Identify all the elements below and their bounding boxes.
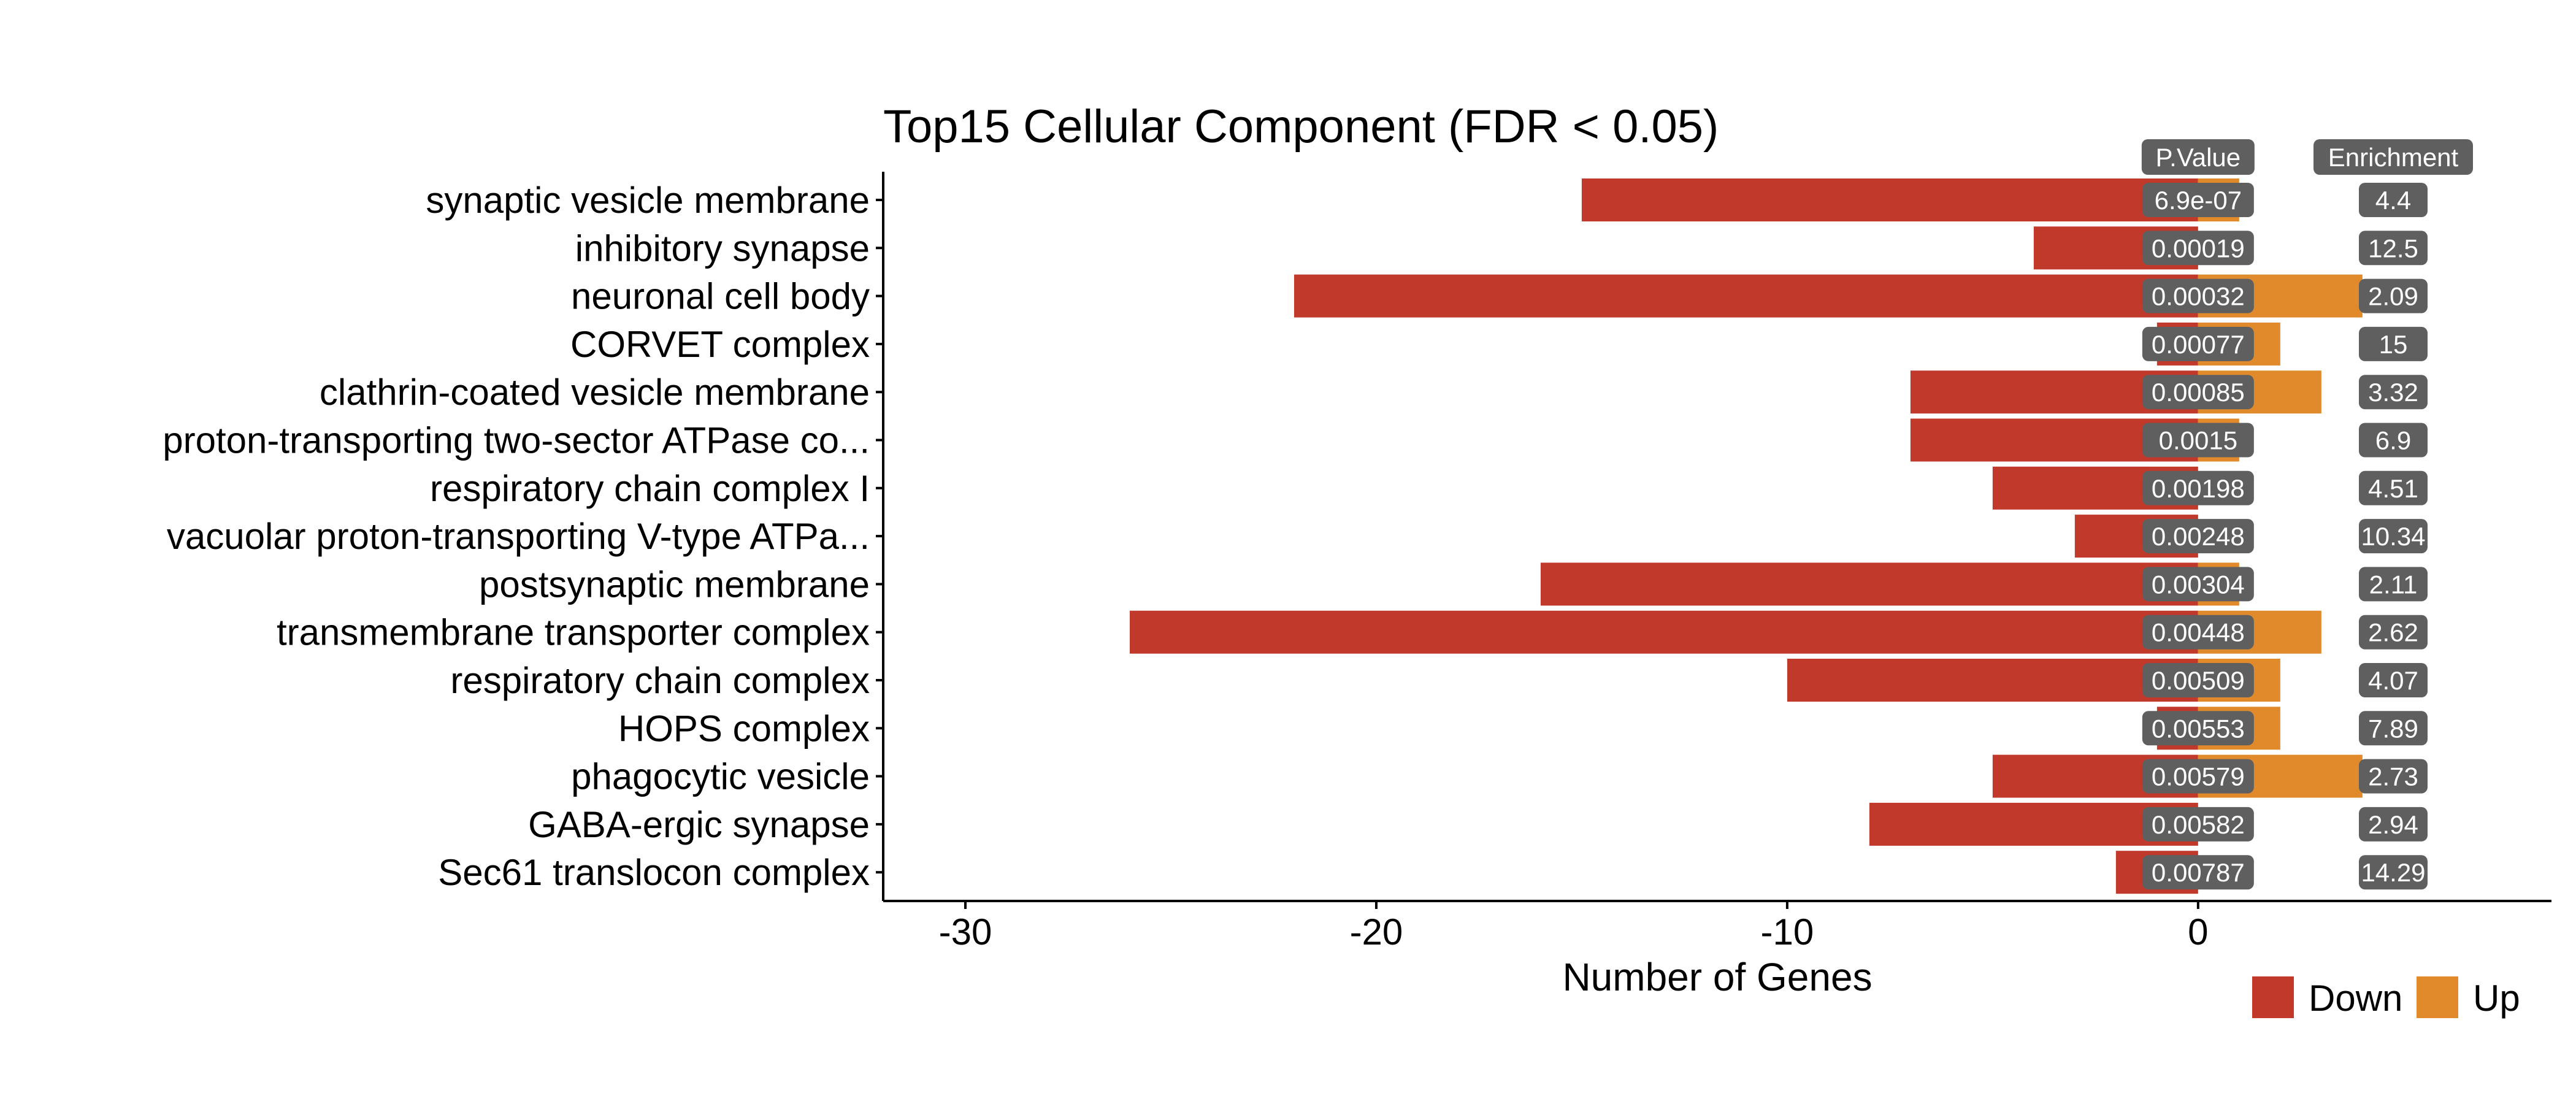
x-axis-ticks: -30 -20 -10 0: [939, 901, 2209, 953]
enrichment-box: [2359, 183, 2428, 217]
enrichment-label: 3.32: [2368, 378, 2418, 407]
pvalue-box: [2142, 470, 2254, 505]
enrichment-header-box: [2313, 139, 2473, 175]
y-tick-label: postsynaptic membrane: [479, 564, 870, 605]
enrichment-label: 2.94: [2368, 810, 2418, 839]
pvalue-label: 0.00509: [2152, 666, 2245, 695]
enrichment-label: 4.4: [2375, 186, 2411, 215]
x-tick-label: 0: [2188, 911, 2208, 953]
pvalue-label: 0.00085: [2152, 378, 2245, 407]
x-tick-label: -30: [939, 911, 992, 953]
enrichment-box: [2359, 326, 2428, 361]
enrichment-box: [2359, 807, 2428, 841]
y-tick-label: GABA-ergic synapse: [528, 804, 870, 845]
pvalue-box: [2142, 519, 2254, 554]
enrichment-label: 10.34: [2361, 522, 2425, 551]
y-tick-label: Sec61 translocon complex: [438, 852, 870, 893]
pvalue-box: [2142, 711, 2254, 746]
enrichment-label: 14.29: [2361, 858, 2425, 887]
enrichment-label: 2.62: [2368, 618, 2418, 647]
pvalue-box: [2142, 567, 2254, 602]
enrichment-label: 2.11: [2369, 570, 2418, 599]
pvalue-box: [2142, 231, 2254, 266]
enrichment-label: 12.5: [2368, 234, 2418, 263]
enrichment-box: [2359, 711, 2428, 746]
enrichment-box: [2359, 663, 2428, 697]
legend: Down Up: [2252, 976, 2520, 1019]
enrichment-box: [2359, 519, 2428, 554]
pvalue-label: 0.00787: [2152, 858, 2245, 887]
y-tick-label: synaptic vesicle membrane: [426, 180, 870, 221]
pvalue-label: 0.00019: [2152, 234, 2245, 263]
x-tick-label: -10: [1761, 911, 1814, 953]
y-tick-label: vacuolar proton-transporting V-type ATPa…: [167, 516, 870, 557]
pvalue-box: [2142, 278, 2254, 313]
enrichment-box: [2359, 855, 2428, 890]
pvalue-label: 0.00304: [2152, 570, 2245, 599]
x-axis-title: Number of Genes: [1562, 955, 1872, 999]
x-tick-label: -20: [1350, 911, 1403, 953]
legend-label-up: Up: [2473, 978, 2520, 1019]
pvalue-box: [2142, 663, 2254, 697]
enrichment-box: [2359, 470, 2428, 505]
enrichment-label: 15: [2379, 330, 2408, 359]
y-tick-label: transmembrane transporter complex: [277, 612, 870, 653]
y-tick-label: CORVET complex: [570, 324, 870, 365]
y-tick-label: respiratory chain complex I: [430, 468, 870, 509]
enrichment-box: [2359, 759, 2428, 794]
enrichment-label: 4.51: [2368, 474, 2418, 503]
pvalue-box: [2142, 855, 2254, 890]
pvalue-box: [2142, 615, 2254, 650]
pvalue-label: 0.00448: [2152, 618, 2245, 647]
enrichment-box: [2359, 278, 2428, 313]
enrichment-label: 6.9: [2375, 426, 2411, 455]
y-tick-label: inhibitory synapse: [575, 228, 870, 269]
y-axis-labels: synaptic vesicle membrane inhibitory syna…: [163, 180, 883, 893]
y-tick-label: HOPS complex: [618, 708, 870, 749]
bar-down: [1540, 562, 2198, 606]
bar-down: [1581, 178, 2198, 221]
enrichment-box: [2359, 567, 2428, 602]
pvalue-box: [2142, 423, 2254, 458]
y-tick-label: phagocytic vesicle: [571, 756, 870, 797]
value-labels-layer: 6.9e-07 4.4 0.00019 12.5 0.00032 2.09 0.00077 1…: [2141, 139, 2473, 890]
enrichment-label: 2.73: [2368, 762, 2418, 791]
pvalue-label: 0.00248: [2152, 522, 2245, 551]
pvalue-label: 0.00032: [2152, 282, 2245, 311]
bar-down: [1787, 659, 2198, 702]
pvalue-box: [2142, 807, 2254, 841]
pvalue-box: [2142, 759, 2254, 794]
legend-label-down: Down: [2309, 978, 2402, 1019]
legend-swatch-down: [2252, 976, 2294, 1018]
enrichment-box: [2359, 375, 2428, 410]
pvalue-box: [2142, 375, 2254, 410]
pvalue-box: [2142, 326, 2254, 361]
pvalue-label: 0.00582: [2152, 810, 2245, 839]
pvalue-label: 0.00579: [2152, 762, 2245, 791]
enrichment-box: [2359, 231, 2428, 266]
enrichment-box: [2359, 615, 2428, 650]
enrichment-header: Enrichment: [2328, 143, 2459, 172]
pvalue-label: 0.00077: [2152, 330, 2245, 359]
y-tick-label: clathrin-coated vesicle membrane: [320, 372, 870, 413]
pvalue-label: 0.00553: [2152, 714, 2245, 743]
legend-swatch-up: [2417, 976, 2458, 1018]
pvalue-header: P.Value: [2156, 143, 2241, 172]
enrichment-label: 2.09: [2368, 282, 2418, 311]
pvalue-box: [2142, 183, 2254, 217]
pvalue-label: 6.9e-07: [2155, 186, 2242, 215]
y-tick-label: proton-transporting two-sector ATPase co…: [163, 420, 870, 461]
pvalue-header-box: [2141, 139, 2255, 175]
enrichment-box: [2359, 423, 2428, 458]
bar-down: [1129, 610, 2198, 654]
enrichment-label: 7.89: [2368, 714, 2418, 743]
y-tick-label: neuronal cell body: [571, 276, 870, 317]
pvalue-label: 0.0015: [2159, 426, 2237, 455]
y-tick-label: respiratory chain complex: [450, 660, 870, 701]
enrichment-label: 4.07: [2368, 666, 2418, 695]
chart-title: Top15 Cellular Component (FDR < 0.05): [883, 101, 1719, 153]
pvalue-label: 0.00198: [2152, 474, 2245, 503]
bar-down: [1294, 274, 2198, 318]
